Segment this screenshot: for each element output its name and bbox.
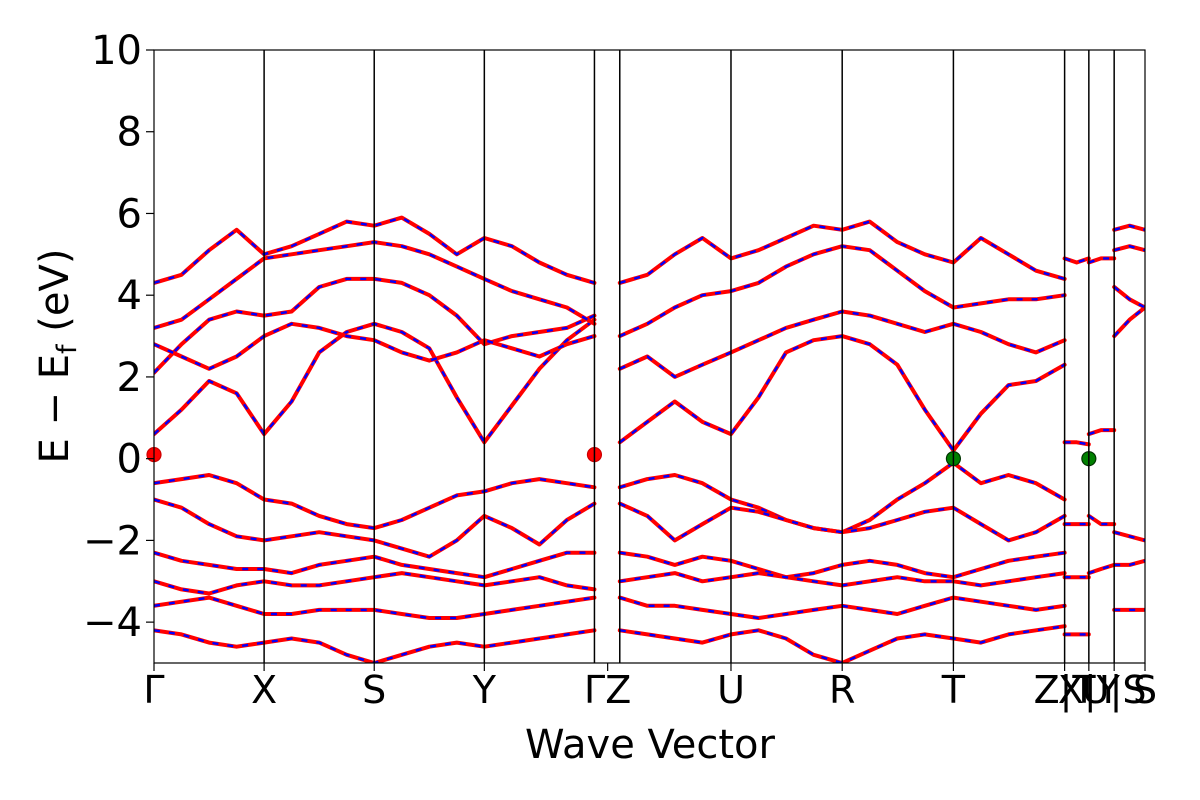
band-down-7 <box>154 551 595 579</box>
x-tick-label-1: X <box>251 668 277 712</box>
x-tick-label-9: X|Y <box>1058 668 1121 713</box>
y-axis-title-main: E − E <box>32 354 78 464</box>
band-down-35 <box>1114 559 1145 567</box>
band-up-20 <box>617 624 1067 663</box>
band-down-29 <box>1088 563 1115 575</box>
x-tick-label-8: Z|T <box>1034 668 1097 713</box>
y-tick-label-0: −4 <box>83 600 142 646</box>
x-axis-title: Wave Vector <box>525 722 776 768</box>
x-tick-label-2: S <box>362 668 386 712</box>
band-down-32 <box>1113 306 1145 337</box>
y-tick-label-2: 0 <box>117 437 142 483</box>
x-tick-label-10: U|S <box>1082 668 1147 713</box>
band-down-31 <box>1113 244 1145 252</box>
x-tick-label-0: Γ <box>143 668 164 712</box>
x-tick-label-6: R <box>829 668 855 712</box>
y-axis-ticks: −4 −2 0 2 4 6 8 10 <box>83 28 154 646</box>
band-down-15 <box>619 461 1066 534</box>
band-down-21 <box>1064 257 1090 264</box>
x-tick-label-7: T <box>941 668 966 712</box>
y-tick-label-6: 8 <box>117 110 142 156</box>
band-down-22 <box>1064 441 1090 446</box>
y-tick-label-5: 6 <box>117 191 142 237</box>
band-down-4 <box>154 322 595 370</box>
x-tick-label-3: Y <box>472 668 497 712</box>
band-down-11 <box>619 334 1066 452</box>
y-axis-title-unit: (eV) <box>32 249 78 345</box>
band-down-28 <box>1088 514 1115 526</box>
band-down-27 <box>1088 428 1115 436</box>
x-tick-label-5: U <box>717 668 745 712</box>
x-tick-label-11: S <box>1133 668 1157 712</box>
x-tick-label-4: ΓZ <box>584 668 631 712</box>
band-down-26 <box>1088 257 1115 264</box>
band-down-34 <box>1113 531 1145 542</box>
y-tick-label-1: −2 <box>83 518 142 564</box>
band-down-1 <box>154 277 595 374</box>
x-axis-ticks: Γ X S Y ΓZ U R T Z|TX|YU|SS <box>143 663 1157 713</box>
y-tick-label-7: 10 <box>91 28 142 74</box>
high-symmetry-lines <box>263 50 1115 663</box>
y-tick-label-4: 4 <box>117 273 142 319</box>
y-tick-label-3: 2 <box>117 355 142 401</box>
band-down-8 <box>154 571 595 595</box>
y-axis-title-subscript: f <box>52 343 83 354</box>
band-down-33 <box>1113 286 1145 309</box>
band-down-30 <box>1113 224 1145 231</box>
y-axis-title: E − Ef (eV) <box>32 249 83 464</box>
bands-layer <box>154 215 1145 663</box>
band-down-10 <box>154 629 595 663</box>
plot-frame <box>153 49 1146 664</box>
